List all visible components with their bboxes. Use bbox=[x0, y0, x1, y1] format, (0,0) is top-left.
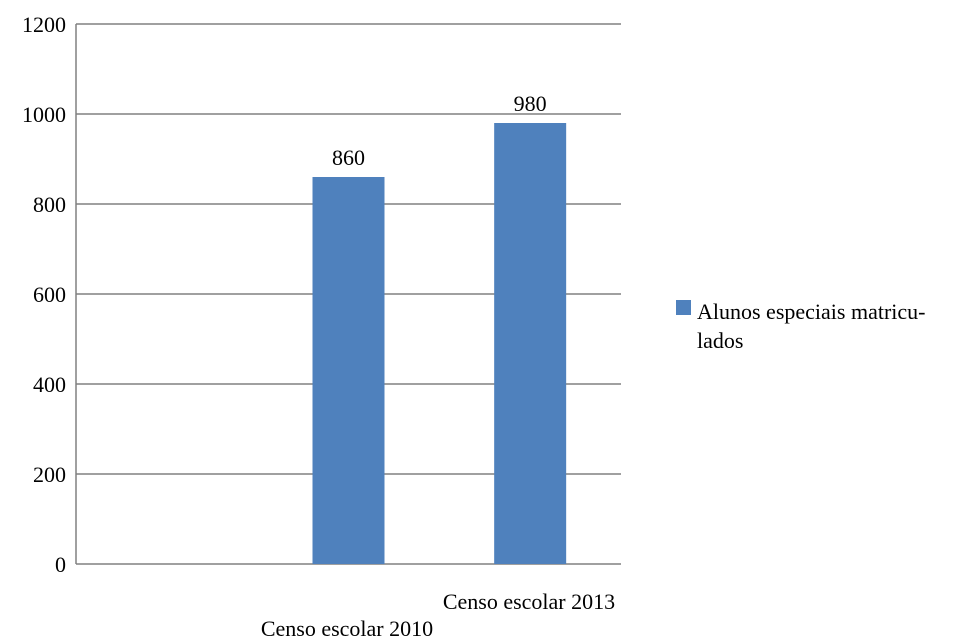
data-labels: 860 980 bbox=[332, 91, 547, 170]
y-tick-label: 400 bbox=[33, 372, 66, 397]
bar bbox=[312, 177, 385, 564]
y-tick-label: 600 bbox=[33, 282, 66, 307]
data-label: 860 bbox=[332, 145, 365, 170]
category-label: Censo escolar 2013 bbox=[443, 589, 615, 614]
bar bbox=[494, 123, 567, 564]
data-label: 980 bbox=[514, 91, 547, 116]
y-tick-label: 1000 bbox=[22, 102, 66, 127]
category-labels: Censo escolar 2010 Censo escolar 2013 bbox=[261, 589, 615, 639]
y-tick-label: 800 bbox=[33, 192, 66, 217]
legend-swatch bbox=[676, 300, 691, 315]
bars bbox=[312, 123, 567, 564]
legend-label-line-1: Alunos especiais matricu- bbox=[697, 299, 926, 324]
y-tick-label: 200 bbox=[33, 462, 66, 487]
legend-label-line-2: lados bbox=[697, 328, 743, 353]
category-label: Censo escolar 2010 bbox=[261, 616, 433, 639]
legend: Alunos especiais matricu- lados bbox=[676, 299, 926, 353]
y-tick-label: 0 bbox=[55, 552, 66, 577]
y-tick-label: 1200 bbox=[22, 12, 66, 37]
y-tick-labels: 0 200 400 600 800 1000 1200 bbox=[22, 12, 66, 577]
